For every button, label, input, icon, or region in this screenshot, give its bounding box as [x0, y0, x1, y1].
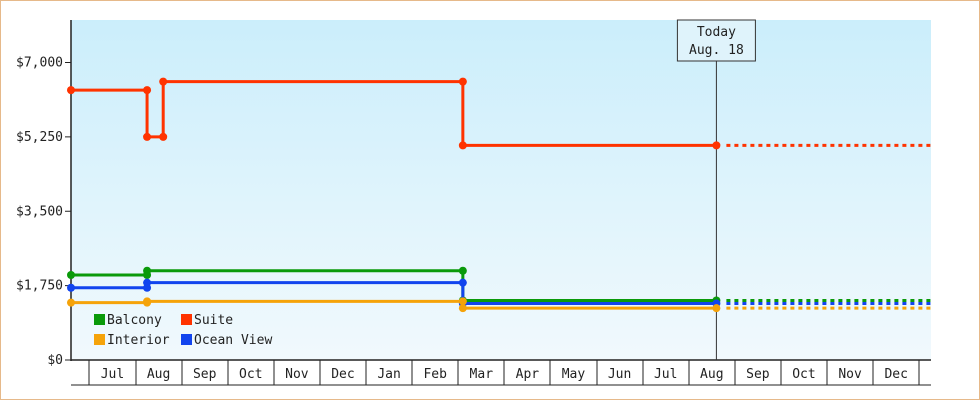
series-point-suite: [712, 141, 721, 150]
x-tick-label: Jul: [101, 367, 124, 382]
series-line-balcony: [71, 269, 717, 302]
x-tick-label: Nov: [838, 367, 862, 382]
series-point-ocean-view: [458, 278, 467, 287]
legend-label-balcony: Balcony: [107, 313, 162, 328]
y-tick-label: $3,500: [16, 204, 63, 219]
series-point-suite: [458, 77, 467, 86]
x-tick-label: Mar: [470, 367, 494, 382]
today-box: [676, 19, 756, 62]
series-point-suite: [159, 132, 168, 141]
series-point-balcony: [458, 266, 467, 275]
series-point-balcony: [143, 266, 152, 275]
x-tick-label: Jul: [654, 367, 677, 382]
x-tick-label: Nov: [285, 367, 309, 382]
series-point-interior: [67, 298, 75, 307]
today-label: Today: [697, 25, 736, 40]
x-tick-label: Aug: [700, 367, 723, 382]
y-tick-label: $7,000: [16, 56, 63, 71]
y-tick-label: $1,750: [16, 279, 63, 294]
x-tick-label: Dec: [331, 367, 354, 382]
series-line-suite: [71, 80, 717, 147]
legend-label-suite: Suite: [194, 313, 233, 328]
x-tick-label: Jan: [377, 367, 400, 382]
series-point-suite: [67, 86, 75, 95]
series-point-suite: [143, 86, 152, 95]
legend-swatch-interior: [94, 334, 105, 345]
x-tick-label: Feb: [423, 367, 447, 382]
series-point-balcony: [67, 271, 75, 279]
x-tick-label: Sep: [746, 367, 770, 382]
x-tick-label: Aug: [147, 367, 170, 382]
series-line-interior: [71, 299, 717, 310]
series-point-ocean-view: [67, 283, 75, 292]
x-tick-label: Jun: [608, 367, 631, 382]
x-tick-label: Oct: [239, 367, 262, 382]
series-point-interior: [143, 297, 152, 306]
legend-swatch-balcony: [94, 314, 105, 325]
x-tick-label: Apr: [516, 367, 540, 382]
series-point-interior: [458, 304, 467, 313]
series-point-ocean-view: [143, 278, 152, 287]
legend-label-interior: Interior: [107, 333, 170, 348]
x-tick-label: Dec: [884, 367, 907, 382]
x-tick-label: May: [562, 367, 586, 382]
series-point-suite: [143, 132, 152, 141]
series-point-suite: [159, 77, 168, 86]
series-point-interior: [458, 297, 467, 306]
series-point-suite: [458, 141, 467, 150]
series-line-ocean-view: [71, 281, 717, 305]
series-point-interior: [712, 304, 721, 313]
x-tick-label: Sep: [193, 367, 217, 382]
today-date: Aug. 18: [689, 43, 744, 58]
x-tick-label: Oct: [792, 367, 815, 382]
legend-swatch-ocean-view: [181, 334, 192, 345]
legend-label-ocean-view: Ocean View: [194, 333, 272, 348]
y-tick-label: $0: [47, 353, 63, 368]
legend-swatch-suite: [181, 314, 192, 325]
y-tick-label: $5,250: [16, 130, 63, 145]
